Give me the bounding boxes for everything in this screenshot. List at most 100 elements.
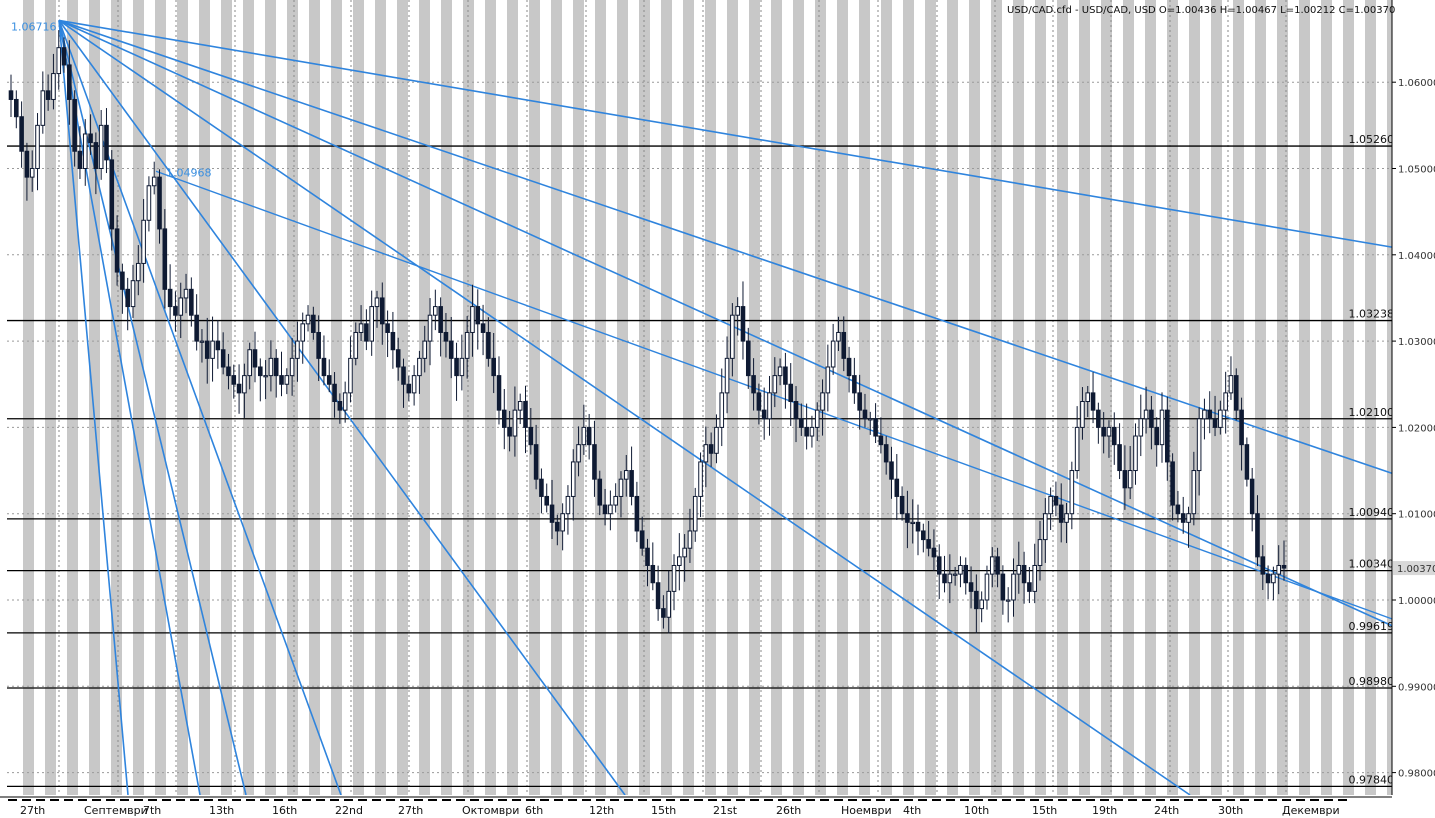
candle (1058, 483, 1064, 543)
candle (698, 452, 703, 518)
candle (311, 306, 316, 340)
stripe (1321, 0, 1332, 795)
level-labels: 1.05260 1.03238 1.02100 1.00940 1.00340 0.996… (1349, 133, 1395, 786)
x-tick-label: 27th (398, 804, 423, 817)
candle (183, 273, 189, 314)
candle (104, 108, 109, 174)
candle (1159, 392, 1165, 463)
candle (1053, 481, 1059, 517)
candle (761, 387, 767, 440)
candle (756, 383, 762, 425)
candle (608, 490, 613, 531)
candle (1265, 565, 1271, 600)
candle (745, 327, 751, 389)
level-label: 1.03238 (1349, 308, 1395, 321)
candle (385, 310, 390, 358)
last-price-box (1393, 561, 1435, 576)
candle (602, 488, 608, 526)
stripe (1057, 0, 1068, 795)
candle (1043, 498, 1048, 563)
candle (300, 312, 306, 364)
candle (141, 198, 146, 283)
candle (677, 533, 682, 591)
candle (257, 358, 263, 402)
candle (1170, 453, 1175, 521)
candle (199, 329, 205, 363)
candle (72, 90, 77, 167)
candle (1080, 387, 1085, 440)
x-tick-label: 27th (20, 804, 45, 817)
candle (740, 281, 746, 360)
fan-line (58, 20, 201, 796)
stripe (441, 0, 452, 795)
candle (1186, 506, 1191, 548)
candle (618, 471, 624, 518)
candle (486, 317, 491, 367)
candle (374, 290, 380, 328)
candle (523, 385, 528, 454)
candle (878, 417, 884, 454)
candle (215, 320, 221, 369)
stripe (1299, 0, 1310, 795)
stripe (287, 0, 298, 795)
candle (1180, 496, 1186, 534)
candle (1096, 402, 1101, 444)
candle (77, 126, 83, 179)
candle (809, 415, 815, 448)
candle (570, 449, 576, 521)
level-label: 1.02100 (1349, 406, 1395, 419)
candle (830, 323, 836, 375)
candle (1106, 420, 1112, 458)
candle (682, 534, 687, 582)
candle (395, 337, 401, 381)
candle (1027, 567, 1032, 604)
candle (130, 264, 136, 318)
candle (804, 403, 809, 450)
candle (883, 436, 889, 475)
candle (1133, 423, 1138, 485)
fan-line (58, 19, 1191, 796)
candle (236, 364, 242, 414)
candle (597, 470, 603, 516)
candle (1021, 551, 1027, 604)
candle (1223, 371, 1228, 434)
x-tick-label: 4th (903, 804, 921, 817)
candle (279, 351, 284, 397)
candle (247, 342, 252, 390)
fan-line (58, 19, 1398, 249)
stripe (551, 0, 562, 795)
candle (226, 353, 231, 390)
candle (528, 407, 534, 455)
candle (915, 504, 921, 556)
level-label: 1.00340 (1349, 558, 1395, 571)
candle (231, 364, 237, 399)
stripe (529, 0, 540, 795)
candle (305, 305, 311, 332)
candle (825, 344, 831, 412)
stripe (881, 0, 892, 795)
candle (730, 303, 735, 377)
candle (401, 358, 406, 408)
stripe (749, 0, 760, 795)
x-tick-label: 13th (209, 804, 234, 817)
candle (480, 304, 486, 356)
stripe (639, 0, 650, 795)
candle (921, 523, 926, 553)
candle (178, 282, 184, 339)
candle (1202, 398, 1207, 440)
candle (1218, 400, 1223, 435)
stripe (177, 0, 188, 795)
level-label: 1.05260 (1349, 133, 1395, 146)
candle (1154, 417, 1160, 467)
level-label: 0.97840 (1349, 773, 1395, 786)
candle (1276, 545, 1281, 595)
candle (252, 331, 258, 383)
candle (496, 356, 502, 425)
candle (947, 554, 953, 604)
candle (1122, 445, 1128, 510)
level-label: 1.00940 (1349, 506, 1395, 519)
candle (35, 113, 40, 191)
candle (873, 403, 878, 444)
